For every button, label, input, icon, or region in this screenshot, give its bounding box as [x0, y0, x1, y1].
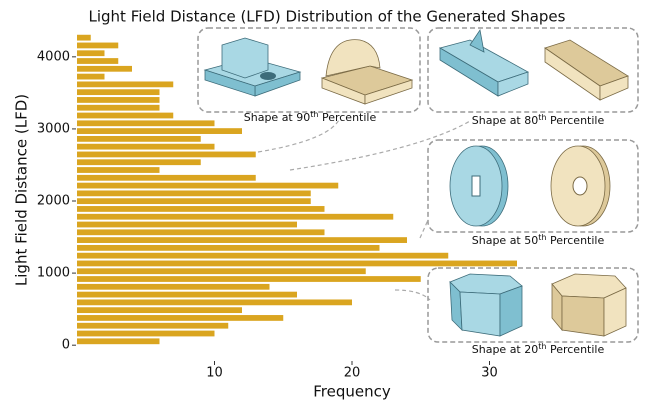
bar — [77, 128, 242, 134]
caption: Shape at 80th Percentile — [472, 113, 605, 128]
bar — [77, 315, 283, 321]
bar — [77, 120, 215, 126]
x-tick-label: 20 — [344, 366, 361, 381]
caption-sup: th — [538, 342, 546, 351]
bar — [77, 292, 297, 298]
bar — [77, 284, 270, 290]
bar — [77, 299, 352, 305]
bar — [77, 222, 297, 228]
bar — [77, 338, 160, 344]
shape — [260, 72, 276, 80]
shape — [460, 292, 500, 336]
bar — [77, 152, 256, 158]
bar — [77, 253, 448, 259]
shape — [562, 296, 604, 336]
bar — [77, 144, 215, 150]
bar — [77, 237, 407, 243]
y-axis-label: Light Field Distance (LFD) — [13, 94, 31, 286]
chart: Light Field Distance (LFD) Distribution … — [0, 0, 649, 402]
bar — [77, 198, 311, 204]
caption-text: Shape at 20 — [472, 343, 539, 356]
caption-text: Shape at 80 — [472, 114, 539, 127]
x-tick-label: 30 — [481, 366, 498, 381]
shape — [500, 286, 522, 336]
bar — [77, 276, 421, 282]
caption-text: Percentile — [318, 111, 376, 124]
shape — [472, 176, 480, 196]
bar — [77, 331, 215, 337]
bar — [77, 229, 325, 235]
caption: Shape at 50th Percentile — [472, 233, 605, 248]
y-tick-label: 1000 — [37, 266, 70, 281]
bar — [77, 35, 91, 41]
bar — [77, 245, 380, 251]
caption-sup: th — [310, 110, 318, 119]
y-tick-label: 4000 — [37, 49, 70, 64]
bar — [77, 50, 105, 56]
bar — [77, 206, 325, 212]
y-tick-label: 3000 — [37, 121, 70, 136]
bar — [77, 66, 132, 72]
bar — [77, 74, 105, 80]
bar — [77, 214, 393, 220]
caption: Shape at 90th Percentile — [244, 110, 377, 125]
bar — [77, 81, 173, 87]
bar — [77, 175, 256, 181]
y-tick-label: 0 — [62, 338, 70, 353]
shape — [573, 177, 587, 195]
bar — [77, 183, 338, 189]
caption-sup: th — [538, 113, 546, 122]
caption-sup: th — [538, 233, 546, 242]
caption-text: Shape at 50 — [472, 234, 539, 247]
bar — [77, 268, 366, 274]
x-axis-label: Frequency — [313, 383, 391, 401]
bar — [77, 159, 201, 165]
bar — [77, 43, 118, 49]
bar — [77, 58, 118, 64]
caption-text: Percentile — [546, 234, 604, 247]
connector — [395, 290, 430, 300]
bar — [77, 190, 311, 196]
connector — [420, 220, 428, 238]
caption-text: Shape at 90 — [244, 111, 311, 124]
caption-text: Percentile — [546, 114, 604, 127]
bar — [77, 105, 160, 111]
bar — [77, 136, 201, 142]
x-tick-label: 10 — [206, 366, 223, 381]
bar — [77, 113, 173, 119]
bar — [77, 167, 160, 173]
bar — [77, 89, 160, 95]
caption: Shape at 20th Percentile — [472, 342, 605, 357]
caption-text: Percentile — [546, 343, 604, 356]
bar — [77, 307, 242, 313]
bar — [77, 261, 517, 267]
shape — [222, 38, 268, 78]
chart-title: Light Field Distance (LFD) Distribution … — [89, 8, 566, 26]
connector — [290, 121, 470, 170]
y-tick-label: 2000 — [37, 194, 70, 209]
bar — [77, 323, 228, 329]
bar — [77, 97, 160, 103]
